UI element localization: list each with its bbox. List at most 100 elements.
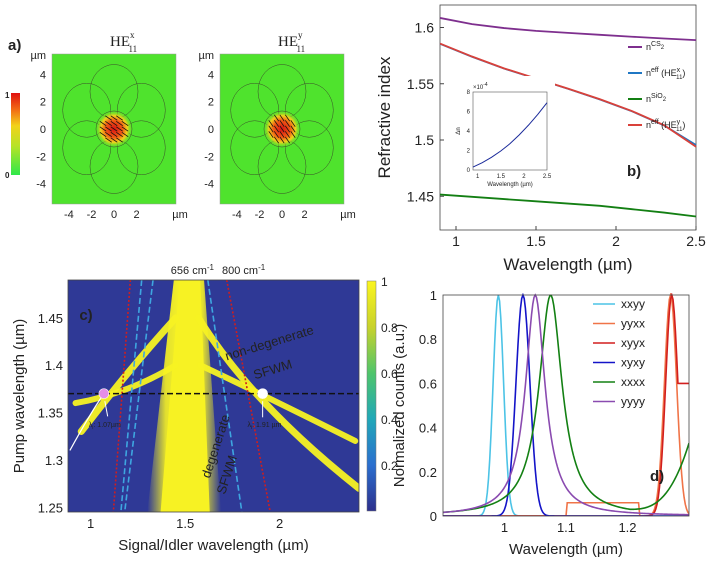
core-outline bbox=[263, 110, 301, 148]
signal-annot: λi: 1.07µm bbox=[89, 422, 121, 431]
field-arrow bbox=[105, 115, 112, 121]
field-arrow bbox=[105, 120, 112, 127]
field-arrow bbox=[268, 120, 274, 127]
series-line-yyyy bbox=[443, 293, 689, 516]
map-xtick: -2 bbox=[255, 209, 265, 221]
field-arrow bbox=[279, 120, 285, 127]
field-map-hey: -4 -2 0 2 µm 4 2 0 -2 -4 µm bbox=[198, 50, 355, 221]
legend-label-1: neff (HEx 11) bbox=[646, 67, 685, 81]
field-arrow bbox=[284, 114, 291, 122]
legend-label-yyyy: yyyy bbox=[621, 395, 645, 409]
ytick-label: 1 bbox=[430, 288, 437, 303]
map-unit-x: µm bbox=[172, 209, 188, 221]
legend-label-xyyx: xyyx bbox=[621, 336, 645, 350]
field-arrow bbox=[121, 131, 129, 138]
legend-label-xyxy: xyxy bbox=[621, 356, 645, 370]
field-arrow bbox=[290, 120, 296, 127]
cladding-hole bbox=[117, 120, 166, 175]
field-arrow bbox=[116, 126, 123, 132]
field-arrow bbox=[268, 125, 274, 133]
map-xtick: 0 bbox=[279, 209, 285, 221]
inset-scale: ×10-4 bbox=[473, 82, 488, 91]
field-arrow bbox=[110, 137, 118, 143]
x-axis-label: Wavelength (µm) bbox=[503, 255, 632, 274]
field-arrow bbox=[105, 126, 112, 132]
x-axis-label: Wavelength (µm) bbox=[509, 541, 623, 558]
field-arrow bbox=[279, 114, 285, 122]
ytick-label: 1.45 bbox=[38, 311, 63, 326]
ytick-label: 1.45 bbox=[407, 188, 434, 204]
series-line-sio2 bbox=[439, 193, 697, 218]
field-arrow bbox=[99, 120, 107, 127]
colorbar-tick: 0.4 bbox=[381, 413, 398, 427]
field-arrow bbox=[116, 120, 123, 127]
field-arrow bbox=[284, 131, 291, 138]
ytick-label: 1.5 bbox=[415, 132, 435, 148]
cutoff-656-label: 656 cm-1 bbox=[171, 263, 215, 277]
xtick-label: 1 bbox=[501, 520, 508, 535]
field-arrow bbox=[273, 114, 280, 122]
field-arrow bbox=[279, 136, 285, 144]
panel-d-label: d) bbox=[650, 468, 664, 485]
colorbar-tick: 1 bbox=[381, 275, 388, 289]
ytick-label: 1.4 bbox=[45, 358, 63, 373]
panel-a-label: a) bbox=[8, 37, 21, 54]
y-axis-label: Refractive index bbox=[375, 56, 394, 178]
field-arrow bbox=[279, 131, 285, 138]
nondegenerate-arm bbox=[194, 314, 359, 492]
legend-label-xxxx: xxxx bbox=[621, 375, 645, 389]
panel-b: 1 1.5 2 2.5 1.45 1.5 1.55 1.6 Wavelength (µm) Ref… bbox=[375, 4, 706, 274]
field-arrow bbox=[121, 126, 129, 132]
ytick-label: 1.35 bbox=[38, 406, 63, 421]
colorbar-tick: 0.2 bbox=[381, 459, 398, 473]
cutoff-800-label: 800 cm-1 bbox=[222, 263, 266, 277]
field-arrow bbox=[116, 115, 123, 121]
field-arrow bbox=[290, 125, 296, 133]
field-arrow bbox=[121, 120, 129, 127]
ytick-label: 0.4 bbox=[419, 421, 437, 436]
inset-ytick: 8 bbox=[467, 90, 471, 96]
map-unit-y: µm bbox=[30, 50, 46, 62]
cutoff-656-inner bbox=[123, 280, 154, 512]
field-arrow bbox=[290, 131, 296, 138]
field-arrow bbox=[284, 125, 291, 133]
panel-a-colorbar bbox=[11, 93, 20, 175]
field-arrow bbox=[116, 131, 123, 138]
axes-frame-c bbox=[67, 279, 360, 513]
field-arrow bbox=[116, 137, 123, 143]
field-arrow bbox=[273, 136, 280, 144]
inset-ytick: 0 bbox=[467, 168, 471, 174]
map-ytick: -4 bbox=[36, 179, 46, 191]
cutoff-800-left bbox=[112, 280, 132, 512]
cutoff-800-right bbox=[225, 280, 271, 512]
core-outline bbox=[95, 110, 133, 148]
inset-frame bbox=[472, 91, 548, 171]
map-xtick: 2 bbox=[133, 209, 139, 221]
idler-annot: λi: 1.91 µm bbox=[248, 422, 282, 431]
map-ytick: 0 bbox=[40, 124, 46, 136]
map-ytick: -2 bbox=[204, 151, 214, 163]
map-xtick: -4 bbox=[232, 209, 242, 221]
cladding-hole bbox=[230, 83, 279, 138]
xtick-label: 1 bbox=[452, 233, 460, 249]
cutoff-656-left bbox=[120, 280, 143, 512]
series-line-xxyy bbox=[443, 294, 689, 516]
field-arrow bbox=[110, 120, 118, 127]
xtick-label: 2 bbox=[612, 233, 620, 249]
map-ytick: 2 bbox=[40, 97, 46, 109]
map-ytick: 0 bbox=[208, 124, 214, 136]
heatmap-content bbox=[68, 280, 359, 512]
inset-ytick: 6 bbox=[467, 110, 471, 116]
xtick-label: 1.1 bbox=[557, 520, 575, 535]
inset-xlabel: Wavelength (µm) bbox=[487, 182, 533, 188]
map-ytick: 4 bbox=[40, 69, 46, 81]
inset-curve bbox=[472, 102, 548, 168]
colorbar-tick: 0.6 bbox=[381, 367, 398, 381]
xtick-label: 1 bbox=[87, 516, 94, 531]
legend-label-yyxx: yyxx bbox=[621, 317, 645, 331]
xtick-label: 1.5 bbox=[526, 233, 546, 249]
field-map-hex: 4 2 0 -2 -4 -4 -2 0 2 µm µm bbox=[30, 50, 187, 221]
inset-ytick: 4 bbox=[467, 129, 471, 135]
